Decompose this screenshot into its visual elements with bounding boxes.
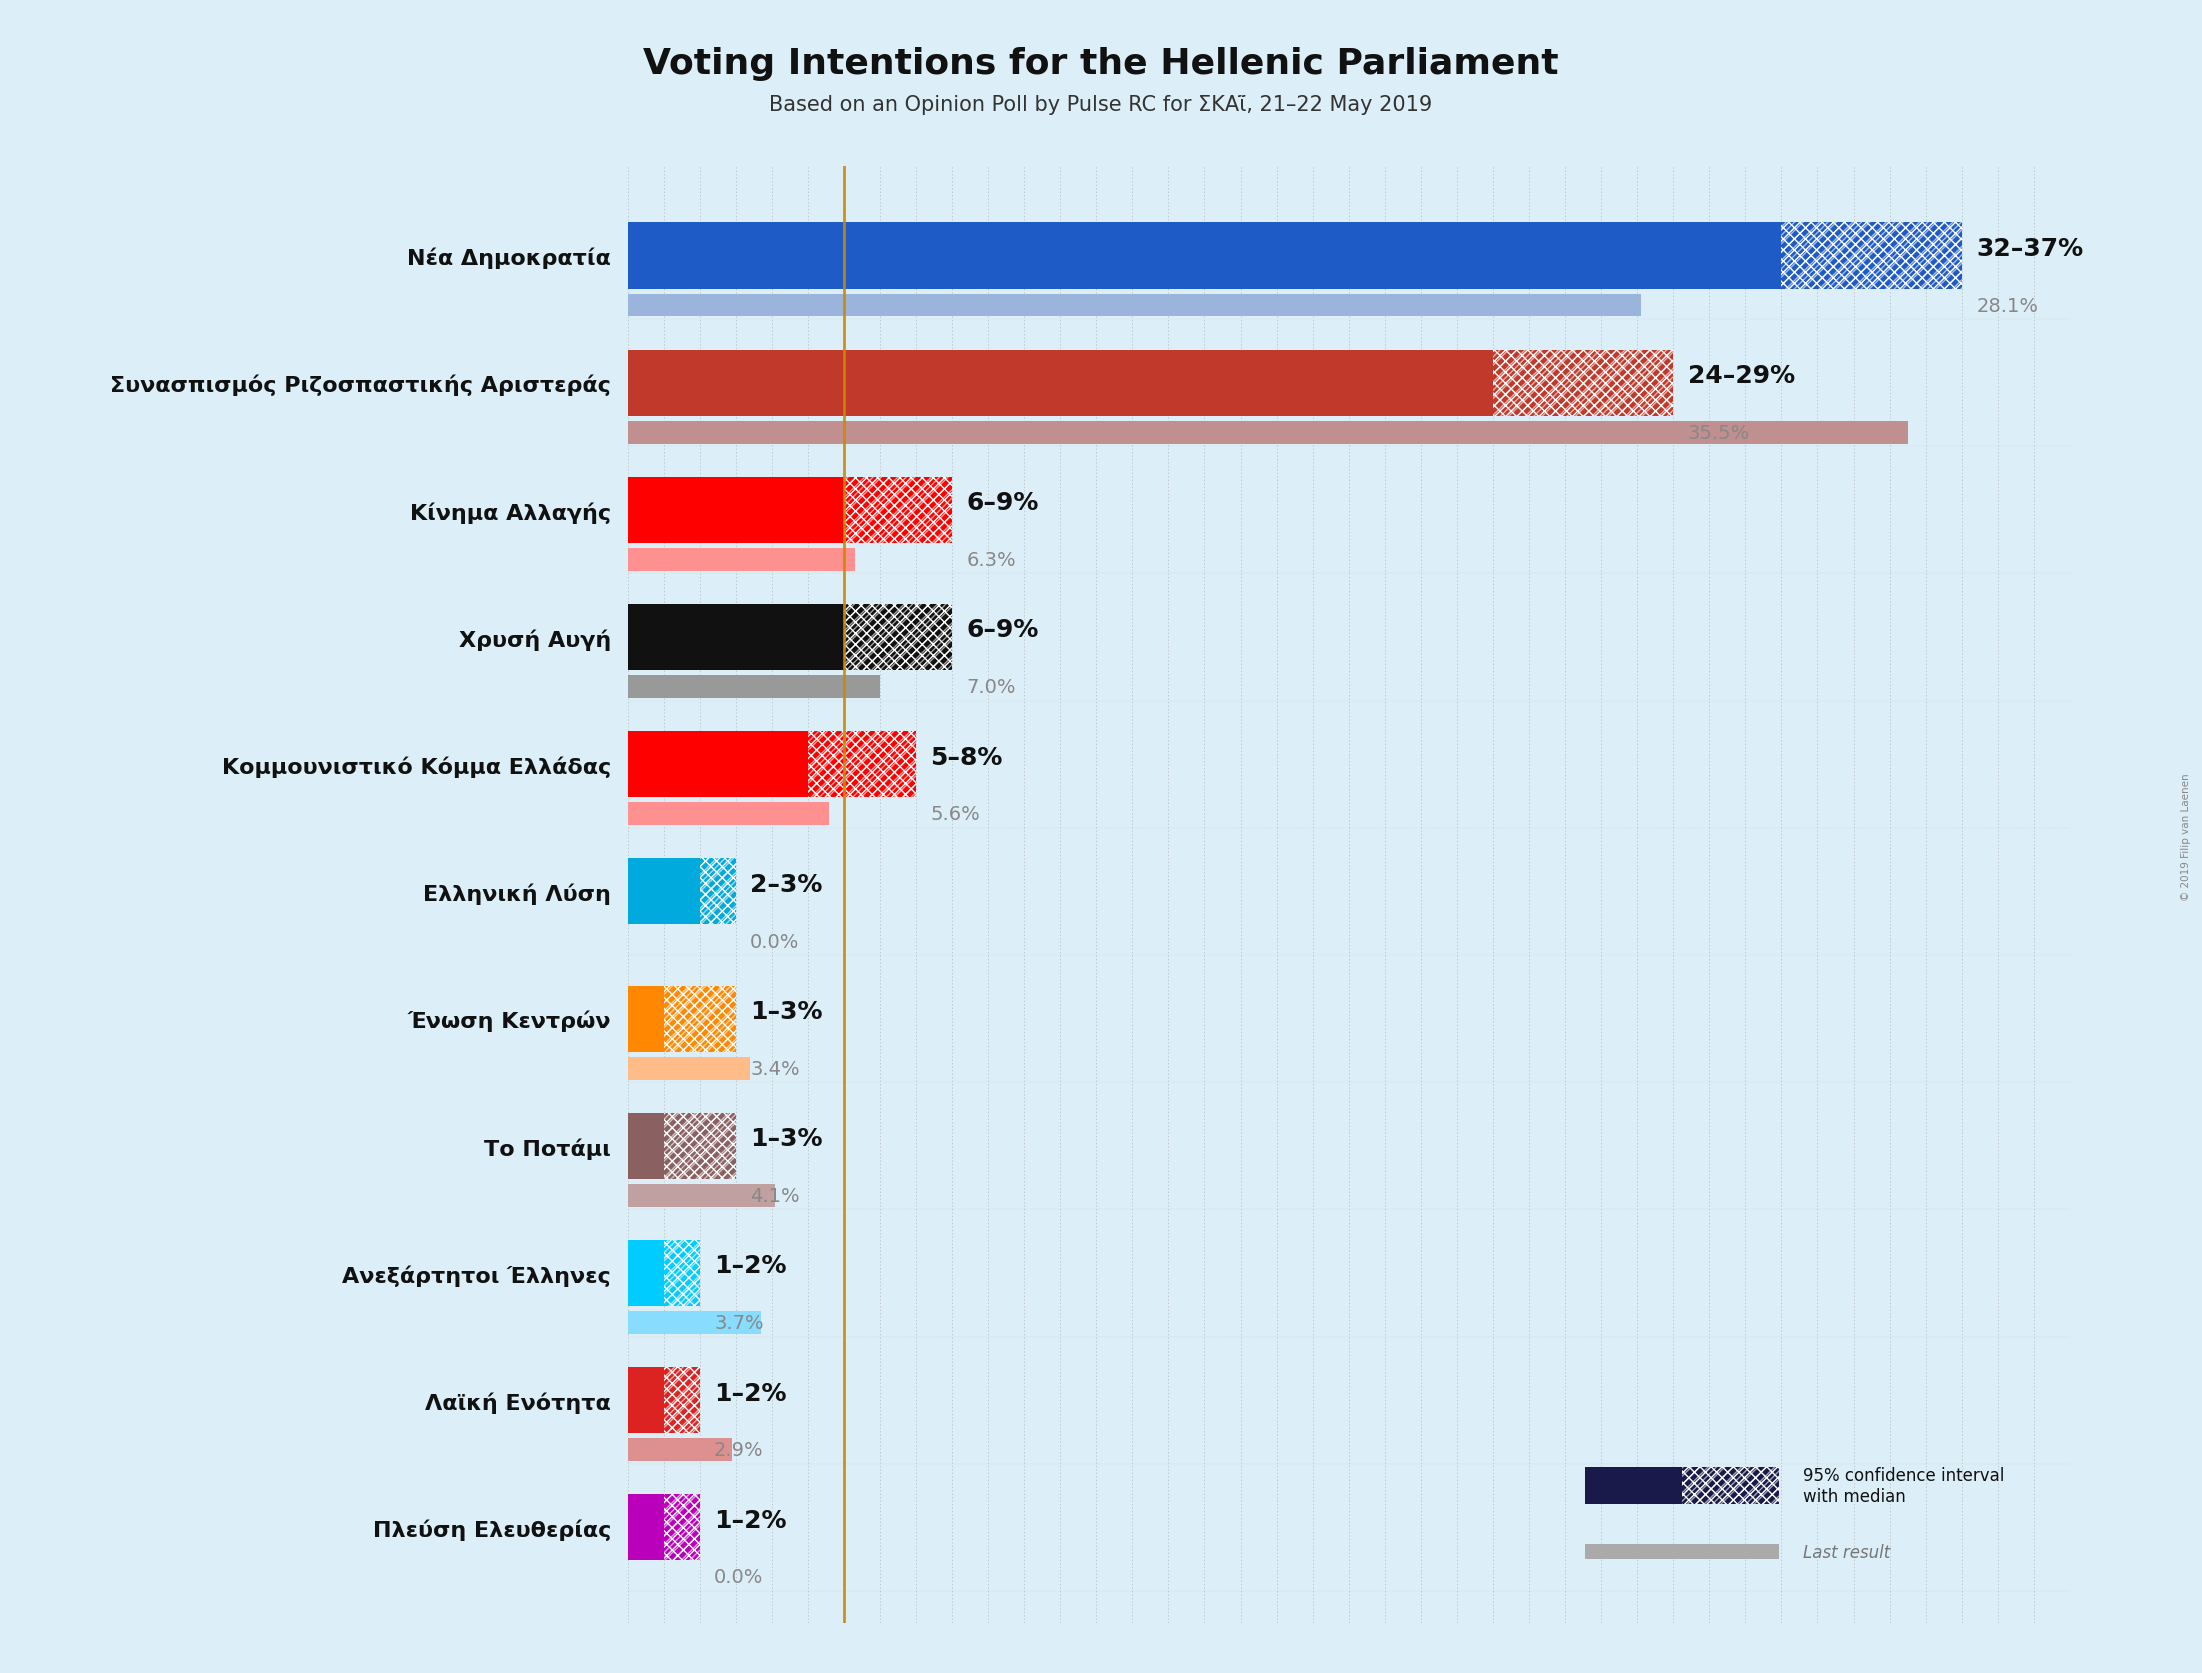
Bar xyxy=(628,350,1493,417)
Bar xyxy=(628,604,843,671)
Text: 1–2%: 1–2% xyxy=(713,1380,786,1405)
Bar xyxy=(808,731,916,798)
Bar xyxy=(628,223,1781,289)
Text: 1–3%: 1–3% xyxy=(751,999,824,1024)
Text: 1–2%: 1–2% xyxy=(713,1253,786,1278)
Bar xyxy=(663,985,735,1052)
Bar xyxy=(628,676,881,699)
Text: 95% confidence interval
with median: 95% confidence interval with median xyxy=(1803,1466,2004,1506)
Bar xyxy=(700,858,735,925)
Bar xyxy=(843,604,951,671)
Bar xyxy=(628,1184,775,1208)
Bar xyxy=(663,1367,700,1434)
Text: 35.5%: 35.5% xyxy=(1687,423,1751,442)
Bar xyxy=(843,604,951,671)
Bar xyxy=(1493,350,1674,417)
Text: 6–9%: 6–9% xyxy=(967,490,1039,515)
Text: Voting Intentions for the Hellenic Parliament: Voting Intentions for the Hellenic Parli… xyxy=(643,47,1559,80)
Text: 1–3%: 1–3% xyxy=(751,1126,824,1151)
Bar xyxy=(628,1312,762,1335)
Bar xyxy=(663,1113,735,1179)
Bar xyxy=(628,549,854,572)
Bar xyxy=(1585,1467,1779,1504)
Bar xyxy=(628,294,1640,318)
Bar xyxy=(628,422,1907,445)
Text: 0.0%: 0.0% xyxy=(713,1568,764,1586)
Text: 3.7%: 3.7% xyxy=(713,1313,764,1332)
Bar xyxy=(663,985,735,1052)
Bar xyxy=(1781,223,1962,289)
Bar xyxy=(843,477,951,544)
Bar xyxy=(1682,1467,1779,1504)
Bar xyxy=(628,1494,663,1561)
Text: Based on an Opinion Poll by Pulse RC for ΣΚΑϊ̈, 21–22 May 2019: Based on an Opinion Poll by Pulse RC for… xyxy=(768,95,1434,115)
Bar xyxy=(663,1240,700,1307)
Bar xyxy=(1493,350,1674,417)
Bar xyxy=(628,477,843,544)
Bar xyxy=(628,1240,663,1307)
Bar xyxy=(663,1367,700,1434)
Text: 32–37%: 32–37% xyxy=(1975,236,2083,261)
Bar xyxy=(1781,223,1962,289)
Bar xyxy=(700,858,735,925)
Bar xyxy=(1585,1544,1779,1559)
Text: 24–29%: 24–29% xyxy=(1687,363,1795,388)
Bar xyxy=(628,1367,663,1434)
Bar xyxy=(628,985,663,1052)
Text: 5–8%: 5–8% xyxy=(931,744,1002,770)
Bar xyxy=(843,477,951,544)
Bar xyxy=(628,858,700,925)
Bar xyxy=(663,1494,700,1561)
Bar xyxy=(628,1057,751,1081)
Text: 7.0%: 7.0% xyxy=(967,678,1015,696)
Bar xyxy=(628,731,808,798)
Text: 5.6%: 5.6% xyxy=(931,805,980,823)
Bar xyxy=(628,1113,663,1179)
Bar xyxy=(663,1240,700,1307)
Bar xyxy=(663,1113,735,1179)
Text: 4.1%: 4.1% xyxy=(751,1186,799,1205)
Text: 1–2%: 1–2% xyxy=(713,1507,786,1532)
Text: © 2019 Filip van Laenen: © 2019 Filip van Laenen xyxy=(2180,773,2191,900)
Text: 28.1%: 28.1% xyxy=(1975,296,2039,315)
Bar xyxy=(808,731,916,798)
Bar xyxy=(1682,1467,1779,1504)
Bar xyxy=(628,1439,731,1462)
Text: Last result: Last result xyxy=(1803,1543,1892,1561)
Text: 2.9%: 2.9% xyxy=(713,1440,764,1459)
Text: 2–3%: 2–3% xyxy=(751,872,824,897)
Bar xyxy=(663,1494,700,1561)
Text: 6–9%: 6–9% xyxy=(967,617,1039,642)
Text: 6.3%: 6.3% xyxy=(967,550,1015,569)
Bar xyxy=(628,803,830,826)
Text: 0.0%: 0.0% xyxy=(751,932,799,950)
Text: 3.4%: 3.4% xyxy=(751,1059,799,1077)
